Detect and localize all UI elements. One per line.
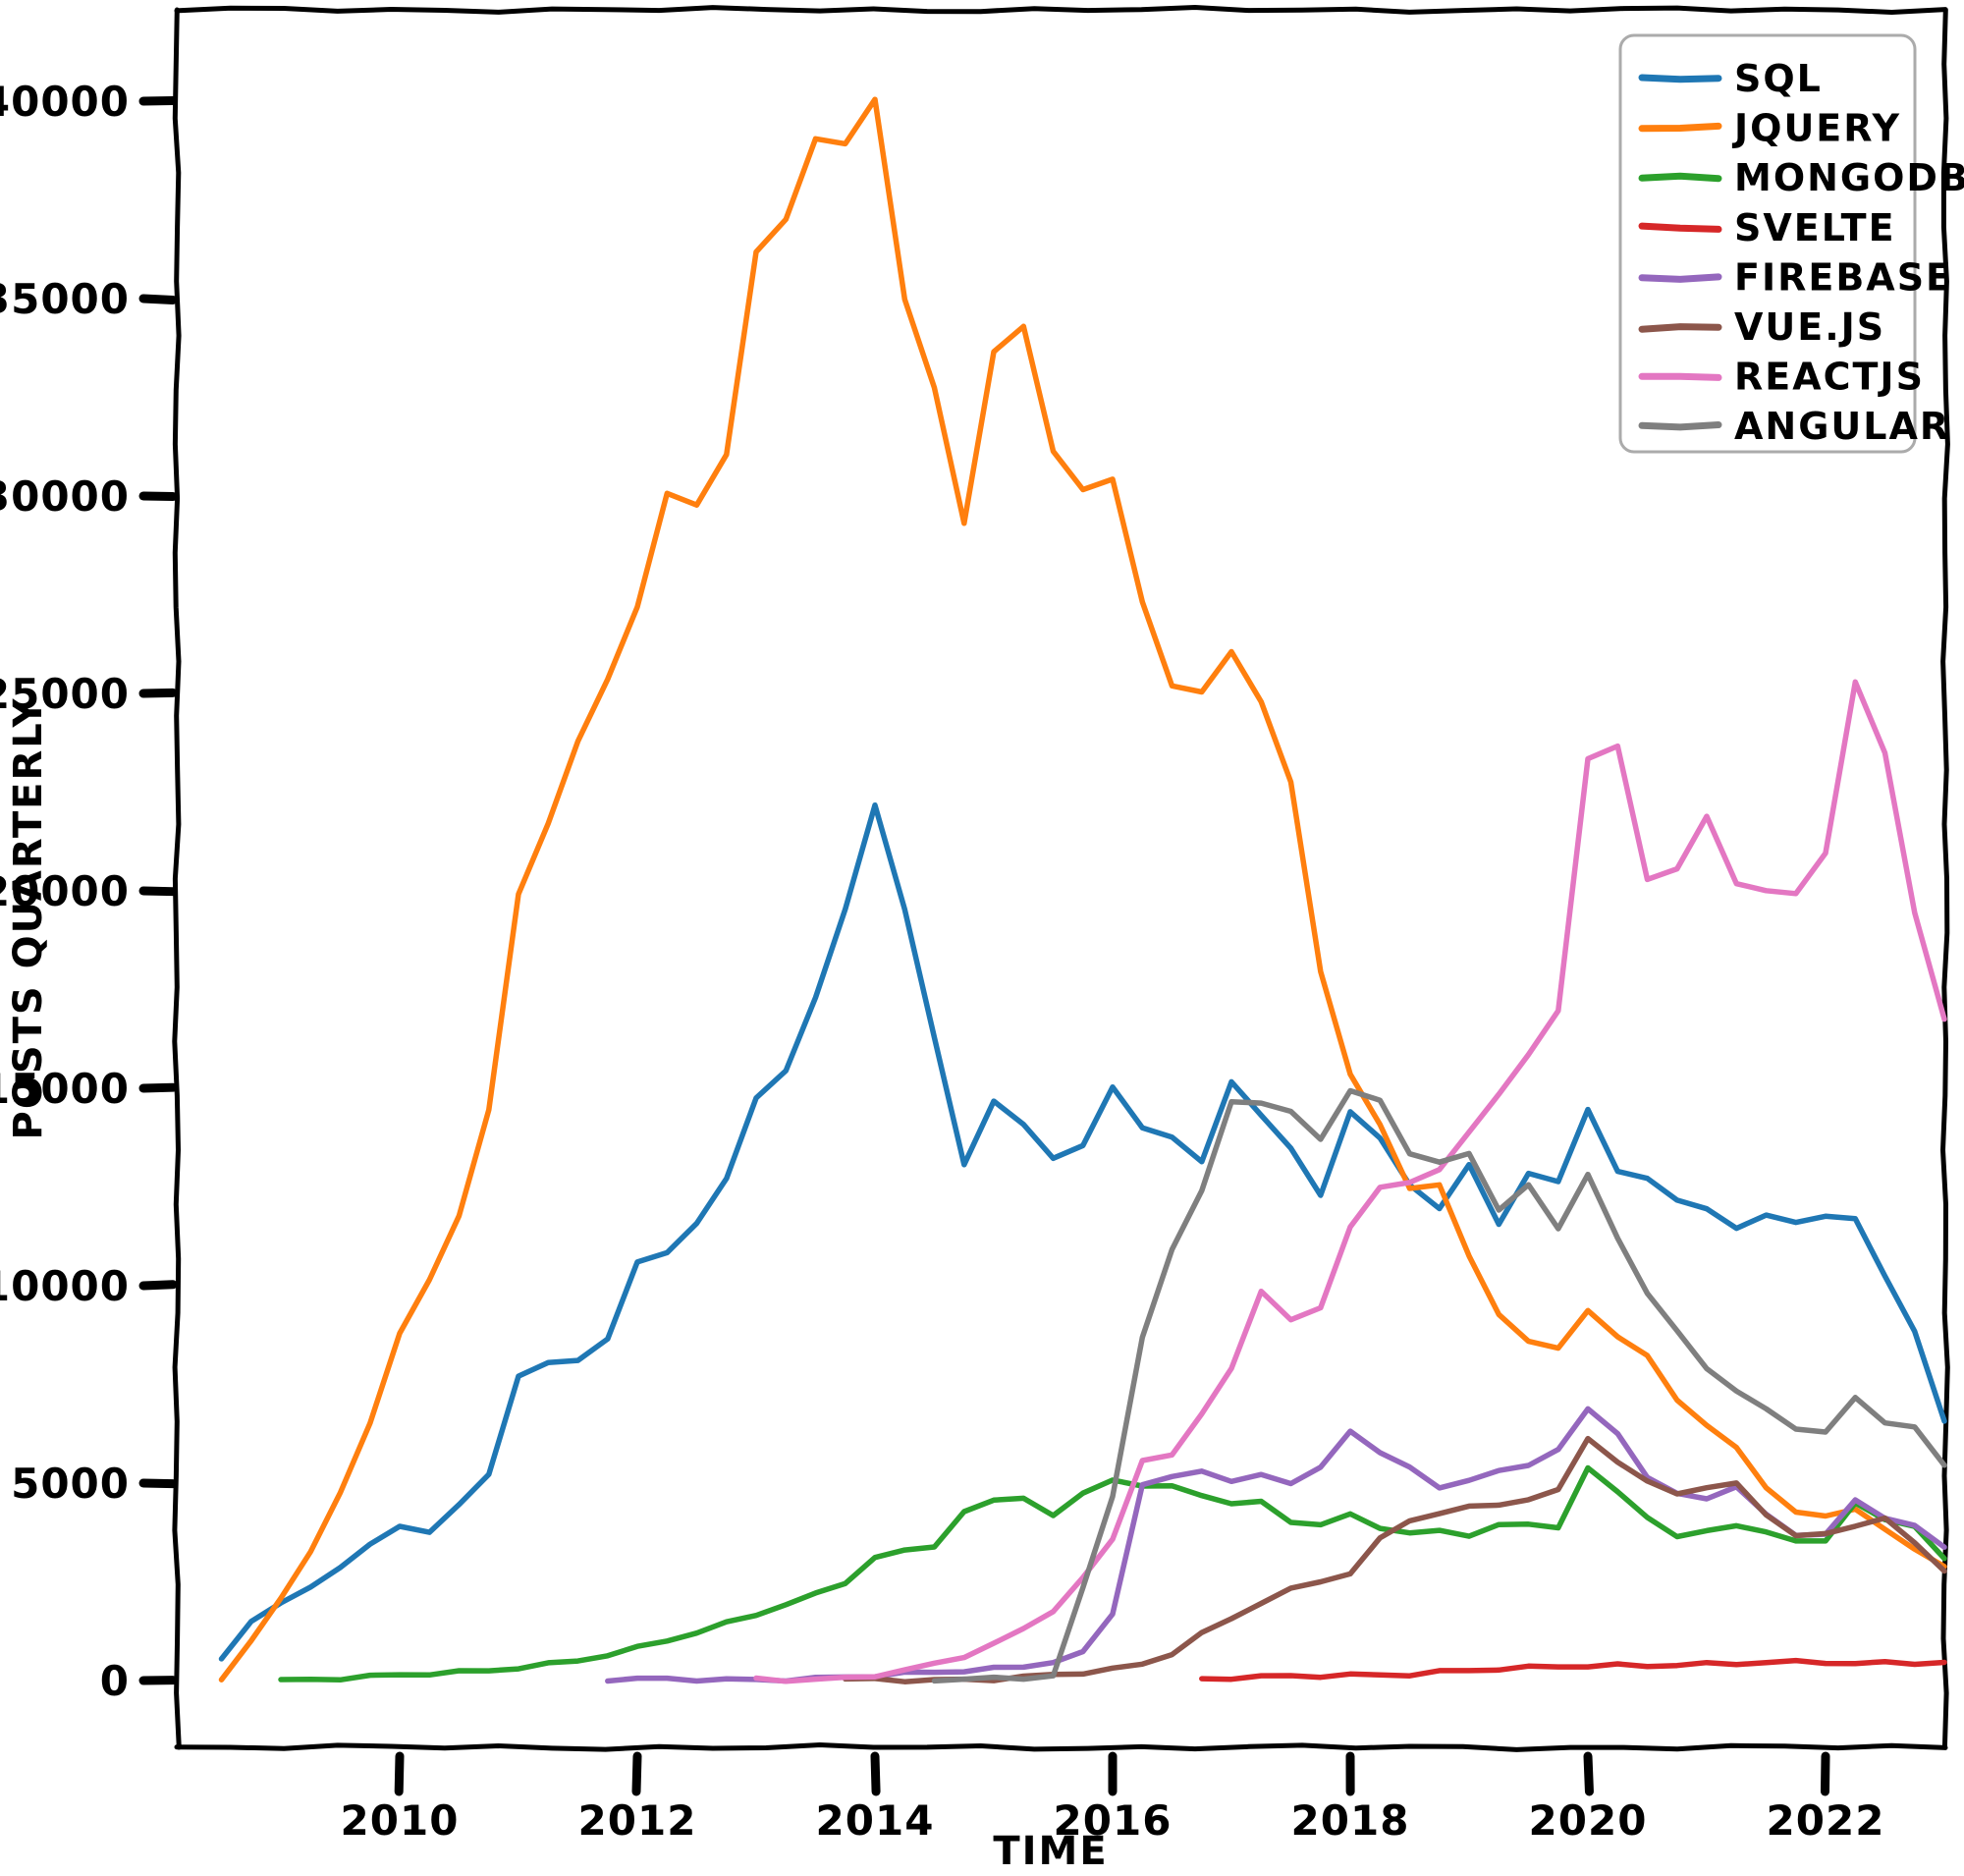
x-tick-mark <box>1583 1751 1594 1796</box>
y-tick-label: 5000 <box>11 1460 130 1508</box>
legend-label: VUE.JS <box>1734 305 1885 349</box>
legend-item-sql: SQL <box>1638 57 1823 100</box>
y-tick-mark <box>138 886 178 897</box>
series-line-mongodb <box>278 1464 1947 1683</box>
legend-line-sample <box>1638 323 1722 333</box>
y-tick-mark <box>138 1280 178 1291</box>
y-tick-mark <box>138 95 178 106</box>
legend-label: SVELTE <box>1734 206 1896 249</box>
legend-item-svelte: SVELTE <box>1638 206 1896 249</box>
x-axis-title: TIME <box>993 1829 1108 1874</box>
legend-box: SQL JQUERY MONGODB SVELTE FIREBASE VUE.JS REAC… <box>1618 33 1964 454</box>
legend-label: MONGODB <box>1734 156 1964 199</box>
legend-frame <box>1618 33 1917 454</box>
legend-line-sample <box>1638 421 1722 431</box>
x-tick-mark <box>870 1751 881 1796</box>
y-tick-mark <box>138 688 178 698</box>
y-tick-label: 10000 <box>0 1262 130 1310</box>
y-tick-label: 30000 <box>0 472 130 521</box>
y-tick-mark <box>138 294 178 304</box>
legend-item-firebase: FIREBASE <box>1638 255 1953 299</box>
x-tick-label: 2014 <box>816 1796 935 1845</box>
x-tick-label: 2016 <box>1054 1796 1173 1845</box>
legend-line-sample <box>1638 273 1722 283</box>
y-tick-label: 20000 <box>0 867 130 915</box>
axis-spine <box>174 4 1948 16</box>
x-tick-mark <box>394 1751 405 1796</box>
series-line-jquery <box>218 96 1947 1683</box>
y-tick-mark <box>138 1082 178 1093</box>
axis-spine <box>174 1741 1948 1752</box>
y-axis-title: POSTS QUARTERLY <box>6 697 51 1140</box>
x-tick-label: 2012 <box>578 1796 697 1845</box>
legend-line-sample <box>1638 122 1722 133</box>
legend-line-sample <box>1638 372 1722 381</box>
series-line-angular <box>931 1087 1947 1684</box>
legend-label: ANGULAR <box>1734 405 1950 448</box>
data-series <box>218 96 1947 1684</box>
series-line-sql <box>218 801 1947 1662</box>
legend-item-mongodb: MONGODB <box>1638 156 1964 199</box>
legend-label: REACTJS <box>1734 356 1925 399</box>
x-tick-label: 2018 <box>1291 1796 1410 1845</box>
y-tick-label: 40000 <box>0 78 130 126</box>
legend-item-angular: ANGULAR <box>1638 405 1950 448</box>
axis-spine <box>172 7 182 1750</box>
y-tick-label: 15000 <box>0 1065 130 1113</box>
x-tick-label: 2022 <box>1767 1796 1885 1845</box>
series-line-reactjs <box>753 679 1947 1684</box>
legend-line-sample <box>1638 222 1722 233</box>
legend-label: JQUERY <box>1731 107 1901 150</box>
series-line-firebase <box>605 1406 1947 1684</box>
x-tick-mark <box>1820 1751 1830 1796</box>
x-tick-mark <box>631 1751 642 1796</box>
legend-item-vue-js: VUE.JS <box>1638 305 1885 349</box>
legend-line-sample <box>1638 74 1722 83</box>
axes-spines <box>172 4 1950 1752</box>
y-tick-label: 25000 <box>0 670 130 718</box>
x-tick-label: 2010 <box>341 1796 460 1845</box>
y-tick-mark <box>138 1478 178 1489</box>
axis-spine <box>1939 7 1950 1750</box>
legend-label: FIREBASE <box>1734 255 1953 299</box>
series-line-svelte <box>1199 1657 1947 1683</box>
y-tick-label: 0 <box>100 1657 130 1705</box>
y-tick-label: 35000 <box>0 275 130 323</box>
legend-line-sample <box>1638 172 1722 183</box>
series-line-vue-js <box>843 1435 1947 1684</box>
legend-item-jquery: JQUERY <box>1638 107 1901 150</box>
legend-label: SQL <box>1734 57 1823 100</box>
x-tick-label: 2020 <box>1529 1796 1648 1845</box>
legend-item-reactjs: REACTJS <box>1638 356 1925 399</box>
axes-ticks: 0 5000 10000 15000 20000 25000 30000 35000 40000… <box>0 78 1885 1845</box>
